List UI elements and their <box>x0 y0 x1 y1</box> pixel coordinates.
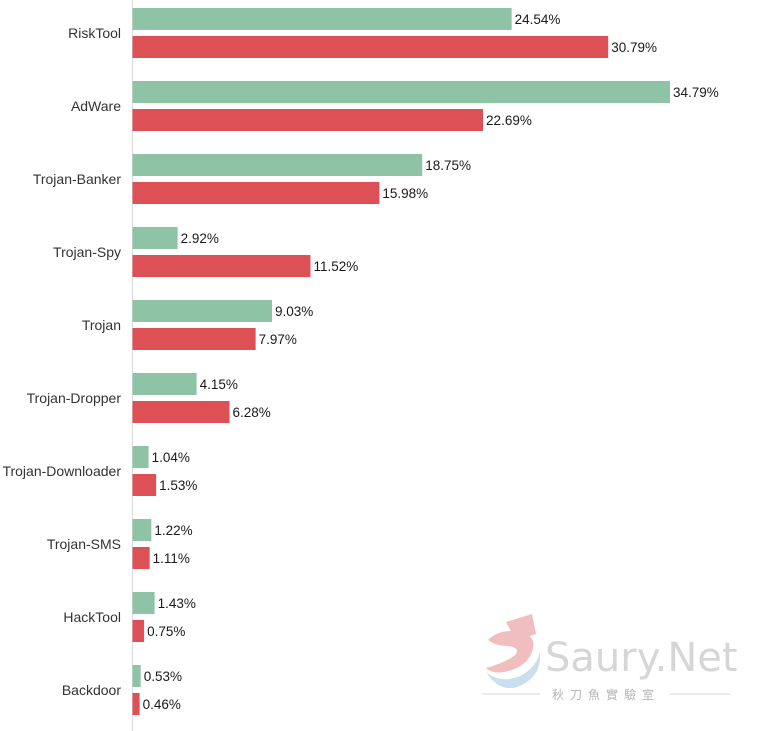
data-label: 0.75% <box>147 624 185 639</box>
data-label: 7.97% <box>259 332 297 347</box>
bar-series-b <box>132 36 609 58</box>
bar-series-a <box>132 81 671 103</box>
bar-series-b <box>132 255 311 277</box>
watermark-name: Saury.Net <box>545 635 738 681</box>
bar-series-a <box>132 519 152 541</box>
bar-series-b <box>132 401 230 423</box>
category-label: RiskTool <box>68 25 121 41</box>
data-label: 15.98% <box>382 186 428 201</box>
bar-series-b <box>132 328 256 350</box>
bar-series-a <box>132 665 141 687</box>
data-label: 18.75% <box>425 158 471 173</box>
category-label: Trojan-Banker <box>33 171 122 187</box>
data-label: 1.53% <box>159 478 197 493</box>
data-label: 9.03% <box>275 304 313 319</box>
category-label: Trojan-Downloader <box>2 463 121 479</box>
category-label: Trojan-Dropper <box>27 390 122 406</box>
data-label: 1.04% <box>152 450 190 465</box>
bar-series-a <box>132 154 423 176</box>
bar-series-a <box>132 8 512 30</box>
watermark-sub: 秋刀魚實驗室 <box>552 687 660 702</box>
watermark: Saury.Net 秋刀魚實驗室 <box>482 614 738 702</box>
category-label: Trojan-SMS <box>47 536 121 552</box>
data-label: 0.53% <box>144 669 182 684</box>
bar-series-a <box>132 446 149 468</box>
data-label: 24.54% <box>515 12 561 27</box>
bar-series-b <box>132 474 157 496</box>
bar-series-a <box>132 592 155 614</box>
bar-series-a <box>132 300 273 322</box>
data-label: 2.92% <box>181 231 219 246</box>
bar-series-a <box>132 373 197 395</box>
bar-series-b <box>132 693 140 715</box>
data-label: 22.69% <box>486 113 532 128</box>
bar-series-b <box>132 109 484 131</box>
bar-series-b <box>132 620 145 642</box>
category-label: Backdoor <box>62 682 121 698</box>
data-label: 30.79% <box>611 40 657 55</box>
data-label: 34.79% <box>673 85 719 100</box>
bar-series-a <box>132 227 178 249</box>
data-label: 0.46% <box>143 697 181 712</box>
data-label: 11.52% <box>313 259 358 274</box>
data-label: 6.28% <box>233 405 271 420</box>
category-label: HackTool <box>63 609 121 625</box>
data-label: 1.43% <box>158 596 196 611</box>
data-label: 1.11% <box>153 551 190 566</box>
bars-layer: RiskTool 24.54% 30.79% AdWare 34.79% 22.69% Tr… <box>2 0 719 731</box>
category-label: Trojan-Spy <box>53 244 121 260</box>
watermark-logo-icon <box>486 614 541 689</box>
category-label: AdWare <box>71 98 121 114</box>
data-label: 1.22% <box>154 523 192 538</box>
bar-series-b <box>132 182 380 204</box>
bar-series-b <box>132 547 150 569</box>
data-label: 4.15% <box>200 377 238 392</box>
category-label: Trojan <box>82 317 121 333</box>
